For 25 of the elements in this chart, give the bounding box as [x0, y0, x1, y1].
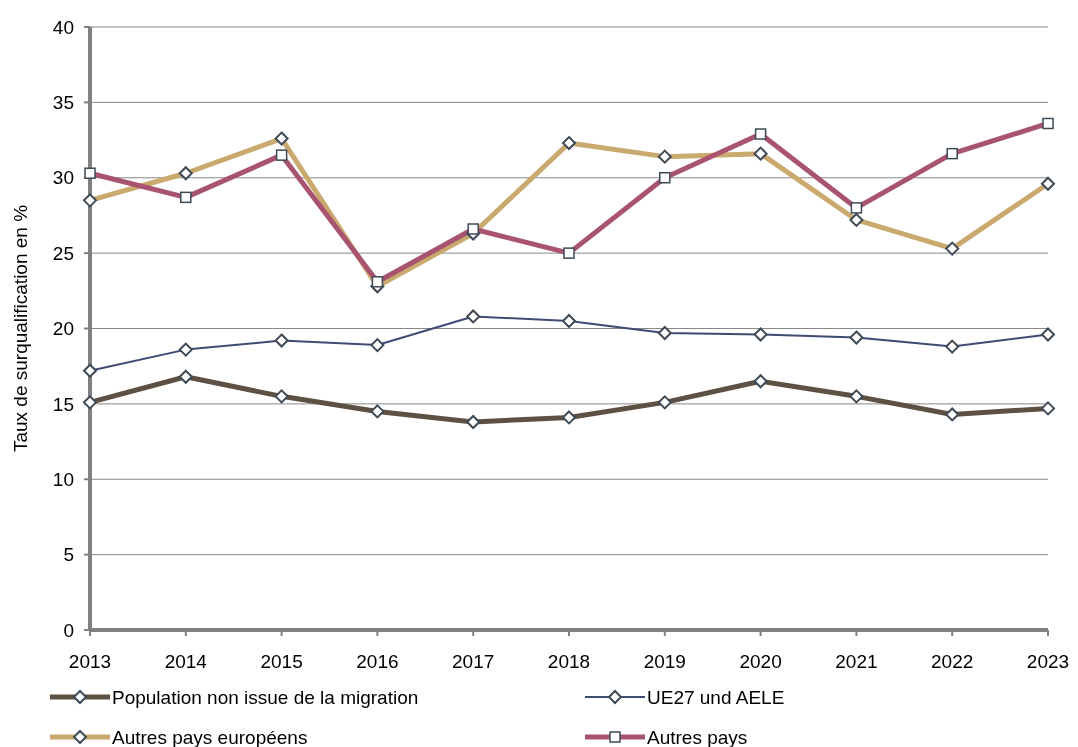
x-tick-label: 2022	[931, 651, 974, 672]
x-tick-label: 2021	[835, 651, 878, 672]
x-tick-label: 2016	[356, 651, 399, 672]
x-tick-label: 2018	[547, 651, 591, 672]
y-tick-label: 40	[52, 16, 74, 38]
x-tick-label: 2013	[68, 651, 112, 672]
y-tick-label: 20	[52, 318, 74, 340]
y-tick-label: 5	[63, 544, 74, 566]
y-tick-label: 0	[63, 619, 74, 641]
y-tick-label: 15	[52, 393, 74, 415]
x-tick-label: 2015	[260, 651, 303, 672]
y-tick-label: 10	[52, 468, 74, 490]
y-tick-label: 30	[52, 167, 74, 189]
x-tick-label: 2017	[452, 651, 495, 672]
x-tick-label: 2023	[1026, 651, 1070, 672]
legend-label: UE27 und AELE	[647, 686, 785, 708]
legend-label: Autres pays européens	[112, 726, 308, 747]
y-tick-label: 35	[52, 92, 74, 114]
legend-label: Population non issue de la migration	[112, 686, 419, 708]
y-tick-label: 25	[52, 242, 74, 264]
x-tick-label: 2019	[643, 651, 686, 672]
y-axis-title: Taux de surqualification en %	[10, 204, 31, 453]
x-tick-label: 2020	[739, 651, 782, 672]
legend-label: Autres pays	[647, 726, 748, 747]
x-tick-label: 2014	[164, 651, 208, 672]
